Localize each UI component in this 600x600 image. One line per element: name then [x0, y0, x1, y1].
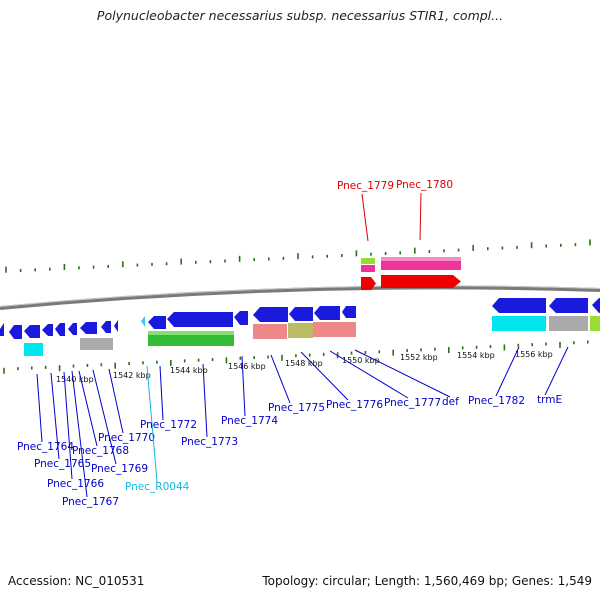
- scale-label: 1546 kbp: [228, 362, 266, 371]
- gc-bar-gray-right: [549, 316, 588, 331]
- gene-label[interactable]: Pnec_R0044: [125, 481, 190, 493]
- gene-label[interactable]: def: [442, 396, 459, 408]
- gene-label[interactable]: Pnec_1779: [337, 180, 394, 192]
- gene-arrow-pnec-1773[interactable]: [167, 312, 233, 327]
- genome-summary: Topology: circular; Length: 1,560,469 bp…: [262, 574, 592, 588]
- gc-bar-gray-left: [80, 338, 113, 350]
- gene-label[interactable]: Pnec_1769: [91, 463, 148, 475]
- gene-label[interactable]: Pnec_1773: [181, 436, 238, 448]
- gc-bar-pink: [361, 265, 375, 272]
- gene-arrow-pnec-1782[interactable]: [492, 298, 546, 313]
- gene-leader-line: [78, 370, 98, 447]
- scale-label: 1548 kbp: [285, 359, 323, 368]
- gene-leader-line: [329, 350, 409, 399]
- gene-arrow-pnec-1765[interactable]: [9, 325, 22, 339]
- gc-bar-green: [361, 258, 375, 264]
- gene-arrow-pnec-1767[interactable]: [42, 324, 53, 336]
- gene-arrow-right-edge[interactable]: [592, 298, 600, 313]
- gene-label[interactable]: Pnec_1777: [384, 397, 441, 409]
- gene-arrow-pnec-1769[interactable]: [68, 323, 77, 335]
- gene-leader-line: [419, 192, 422, 241]
- gene-label[interactable]: Pnec_1766: [47, 478, 104, 490]
- scale-label: 1542 kbp: [113, 371, 151, 380]
- gene-arrow-pnec-1776[interactable]: [289, 307, 313, 321]
- scale-label: 1556 kbp: [515, 350, 553, 359]
- gc-bar-green-right: [590, 316, 600, 331]
- gene-arrow-trme[interactable]: [549, 298, 588, 313]
- gene-label[interactable]: Pnec_1775: [268, 402, 325, 414]
- gene-leader-line: [92, 369, 117, 465]
- gene-label[interactable]: Pnec_1774: [221, 415, 278, 427]
- scale-label: 1554 kbp: [457, 351, 495, 360]
- tick-row-top: [5, 239, 591, 273]
- gc-bar-salmon-b: [313, 322, 356, 337]
- map-title: Polynucleobacter necessarius subsp. nece…: [96, 8, 504, 23]
- reverse-features: [0, 298, 600, 356]
- gene-arrow-pnec-1779[interactable]: [361, 277, 376, 290]
- scale-label: 1544 kbp: [170, 366, 208, 375]
- gene-label[interactable]: Pnec_1780: [396, 179, 453, 191]
- scale-label: 1540 kbp: [56, 375, 94, 384]
- gene-arrow-def[interactable]: [342, 306, 356, 318]
- gc-bar-cyan-right: [492, 316, 546, 331]
- gene-arrow-pnec-1764[interactable]: [0, 323, 4, 336]
- gene-leader-line: [71, 370, 88, 498]
- gene-arrow-pnec-r0044[interactable]: [141, 316, 145, 327]
- gene-arrow-pnec-1766[interactable]: [24, 325, 40, 338]
- genome-backbone: [0, 285, 600, 310]
- gene-leader-line: [270, 354, 291, 404]
- gene-arrow-pnec-1775[interactable]: [253, 307, 288, 322]
- gene-label[interactable]: Pnec_1764: [17, 441, 74, 453]
- forward-features: [361, 257, 461, 290]
- gene-label[interactable]: Pnec_1776: [326, 399, 383, 411]
- gene-leader-line: [361, 193, 369, 242]
- gene-leader-line: [63, 371, 73, 480]
- gene-label[interactable]: trmE: [537, 394, 562, 406]
- gene-label[interactable]: Pnec_1765: [34, 458, 91, 470]
- gene-arrow-pnec-1770[interactable]: [80, 322, 97, 334]
- gene-arrow-small-a[interactable]: [101, 321, 111, 333]
- gc-bar-salmon-a: [253, 324, 287, 339]
- gene-leader-line: [159, 365, 164, 421]
- gc-bar-cyan-left: [24, 343, 43, 356]
- gene-leader-line: [300, 351, 349, 401]
- gene-arrow-pnec-1777[interactable]: [314, 306, 340, 320]
- genome-backbone-highlight: [0, 285, 600, 307]
- gene-arrow-pnec-1780[interactable]: [381, 275, 461, 288]
- tick-row-bottom: [3, 340, 589, 374]
- scale-labels: 1540 kbp 1542 kbp 1544 kbp 1546 kbp 1548 kbp…: [56, 350, 553, 384]
- gene-label[interactable]: Pnec_1772: [140, 419, 197, 431]
- gene-leader-line: [50, 372, 60, 460]
- gene-leader-line: [108, 368, 124, 434]
- gene-leader-line: [544, 346, 569, 396]
- gene-leader-line: [146, 365, 158, 483]
- gc-bar-green-hi: [148, 331, 234, 335]
- gc-bar-pink-long-hi: [381, 257, 461, 261]
- gene-label[interactable]: Pnec_1782: [468, 395, 525, 407]
- gene-labels: Pnec_1779 Pnec_1780Pnec_1764Pnec_1765Pnec…: [17, 179, 569, 508]
- gene-arrow-small-b[interactable]: [114, 320, 118, 332]
- gene-leader-line: [36, 373, 43, 443]
- accession-label: Accession: NC_010531: [8, 574, 145, 588]
- gene-label[interactable]: Pnec_1767: [62, 496, 119, 508]
- scale-label: 1550 kbp: [342, 356, 380, 365]
- gene-leader-line: [241, 355, 246, 417]
- gene-leader-line: [495, 346, 520, 397]
- gene-arrow-pnec-1768[interactable]: [55, 323, 65, 336]
- gene-label[interactable]: Pnec_1768: [72, 445, 129, 457]
- gc-bar-olive: [288, 323, 313, 338]
- gene-leader-line: [202, 363, 208, 438]
- gene-label[interactable]: Pnec_1770: [98, 432, 155, 444]
- gene-leader-line: [354, 349, 451, 398]
- gene-arrow-pnec-1774[interactable]: [234, 311, 248, 325]
- gene-arrow-pnec-1772[interactable]: [148, 316, 166, 329]
- scale-label: 1552 kbp: [400, 353, 438, 362]
